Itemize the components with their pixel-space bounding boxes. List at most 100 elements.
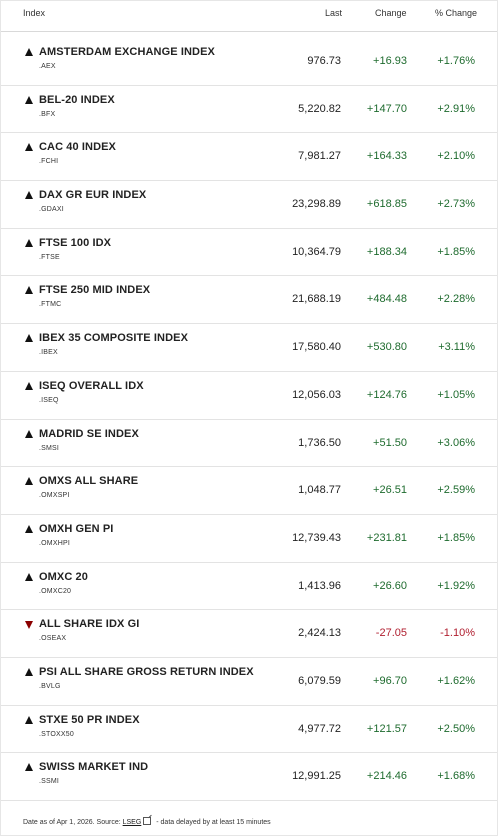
index-name[interactable]: IBEX 35 COMPOSITE INDEX bbox=[39, 332, 189, 345]
up-arrow-icon bbox=[25, 381, 33, 390]
pct-change-value: +2.59% bbox=[437, 484, 475, 497]
index-ric: .IBEX bbox=[39, 349, 58, 357]
up-arrow-icon bbox=[25, 334, 33, 343]
change-value: +121.57 bbox=[366, 722, 407, 735]
up-arrow-icon bbox=[25, 95, 33, 104]
last-value: 2,424.13 bbox=[298, 627, 341, 640]
change-value: +147.70 bbox=[366, 102, 407, 115]
pct-change-value: +2.28% bbox=[437, 293, 475, 306]
index-ric: .SSMI bbox=[39, 778, 60, 786]
index-name[interactable]: OMXH GEN PI bbox=[39, 522, 114, 535]
last-value: 23,298.89 bbox=[292, 198, 341, 211]
change-value: +124.76 bbox=[366, 388, 407, 401]
index-name[interactable]: STXE 50 PR INDEX bbox=[39, 713, 140, 726]
up-arrow-icon bbox=[25, 191, 33, 200]
change-value: +16.93 bbox=[373, 55, 407, 67]
up-arrow-icon bbox=[25, 143, 33, 152]
table-row[interactable]: SWISS MARKET IND .SSMI 12,991.25 +214.46 +1.… bbox=[1, 753, 497, 801]
table-row[interactable]: BEL-20 INDEX .BFX 5,220.82 +147.70 +2.91% bbox=[1, 86, 497, 134]
index-ric: .FCHI bbox=[39, 158, 59, 166]
index-ric: .OMXSPI bbox=[39, 492, 70, 500]
last-value: 1,048.77 bbox=[298, 484, 341, 497]
last-value: 5,220.82 bbox=[298, 102, 341, 115]
pct-change-value: +2.73% bbox=[437, 198, 475, 211]
table-row[interactable]: STXE 50 PR INDEX .STOXX50 4,977.72 +121.57 +… bbox=[1, 706, 497, 754]
pct-change-value: +1.85% bbox=[437, 245, 475, 258]
pct-change-value: +2.10% bbox=[437, 150, 475, 163]
index-ric: .GDAXI bbox=[39, 206, 64, 214]
table-row[interactable]: CAC 40 INDEX .FCHI 7,981.27 +164.33 +2.10% bbox=[1, 133, 497, 182]
up-arrow-icon bbox=[25, 572, 33, 581]
up-arrow-icon bbox=[25, 524, 33, 533]
index-name[interactable]: CAC 40 INDEX bbox=[39, 141, 116, 154]
index-name[interactable]: OMXS ALL SHARE bbox=[39, 475, 139, 488]
index-ric: .BFX bbox=[39, 110, 56, 118]
pct-change-value: +1.85% bbox=[437, 531, 475, 544]
index-name[interactable]: DAX GR EUR INDEX bbox=[39, 189, 147, 202]
table-row[interactable]: DAX GR EUR INDEX .GDAXI 23,298.89 +618.85 +2… bbox=[1, 181, 497, 229]
pct-change-value: -1.10% bbox=[440, 627, 475, 640]
index-name[interactable]: FTSE 100 IDX bbox=[39, 236, 112, 249]
last-value: 12,991.25 bbox=[292, 770, 341, 783]
table-row[interactable]: AMSTERDAM EXCHANGE INDEX .AEX 976.73 +16.93… bbox=[1, 38, 497, 86]
index-name[interactable]: MADRID SE INDEX bbox=[39, 427, 139, 440]
change-value: -27.05 bbox=[375, 627, 407, 640]
index-name[interactable]: OMXC 20 bbox=[39, 570, 88, 583]
pct-change-value: +3.11% bbox=[438, 341, 475, 354]
table-row[interactable]: FTSE 100 IDX .FTSE 10,364.79 +188.34 +1.85% bbox=[1, 229, 497, 277]
last-value: 12,739.43 bbox=[292, 531, 341, 544]
change-value: +51.50 bbox=[373, 436, 407, 449]
pct-change-value: +1.62% bbox=[437, 674, 475, 687]
table-row[interactable]: ISEQ OVERALL IDX .ISEQ 12,056.03 +124.76 +1.… bbox=[1, 372, 497, 420]
index-name[interactable]: BEL-20 INDEX bbox=[39, 93, 115, 106]
pct-change-value: +1.68% bbox=[437, 770, 475, 783]
footer-note: Date as of Apr 1, 2026. Source: LSEG - d… bbox=[23, 817, 271, 826]
table-row[interactable]: FTSE 250 MID INDEX .FTMC 21,688.19 +484.48 +… bbox=[1, 276, 497, 325]
header-index: Index bbox=[23, 8, 46, 18]
index-ric: .ISEQ bbox=[39, 396, 59, 404]
pct-change-value: +1.05% bbox=[437, 388, 475, 401]
last-value: 7,981.27 bbox=[298, 150, 341, 163]
up-arrow-icon bbox=[25, 286, 33, 295]
table-row[interactable]: MADRID SE INDEX .SMSI 1,736.50 +51.50 +3.06% bbox=[1, 420, 497, 468]
up-arrow-icon bbox=[25, 238, 33, 247]
index-ric: .OSEAX bbox=[39, 635, 67, 643]
index-name[interactable]: PSI ALL SHARE GROSS RETURN INDEX bbox=[39, 665, 254, 678]
last-value: 21,688.19 bbox=[292, 293, 341, 306]
table-row[interactable]: OMXC 20 .OMXC20 1,413.96 +26.60 +1.92% bbox=[1, 563, 497, 611]
index-name[interactable]: ISEQ OVERALL IDX bbox=[39, 379, 144, 392]
table-row[interactable]: OMXH GEN PI .OMXHPI 12,739.43 +231.81 +1.85% bbox=[1, 515, 497, 563]
change-value: +188.34 bbox=[366, 245, 407, 258]
external-link-icon[interactable] bbox=[143, 817, 152, 825]
pct-change-value: +1.92% bbox=[437, 579, 475, 592]
table-row[interactable]: IBEX 35 COMPOSITE INDEX .IBEX 17,580.40 +53… bbox=[1, 324, 497, 372]
index-name[interactable]: FTSE 250 MID INDEX bbox=[39, 284, 151, 297]
up-arrow-icon bbox=[25, 477, 33, 486]
up-arrow-icon bbox=[25, 763, 33, 772]
pct-change-value: +1.76% bbox=[437, 55, 475, 67]
change-value: +96.70 bbox=[373, 674, 407, 687]
last-value: 12,056.03 bbox=[292, 388, 341, 401]
footer-suffix: - data delayed by at least 15 minutes bbox=[154, 819, 271, 826]
index-ric: .FTSE bbox=[39, 253, 60, 261]
table-body: AMSTERDAM EXCHANGE INDEX .AEX 976.73 +16.93… bbox=[1, 38, 497, 801]
pct-change-value: +2.91% bbox=[437, 102, 475, 115]
last-value: 1,413.96 bbox=[298, 579, 341, 592]
source-link[interactable]: LSEG bbox=[122, 819, 142, 826]
up-arrow-icon bbox=[25, 429, 33, 438]
pct-change-value: +2.50% bbox=[437, 722, 475, 735]
index-ric: .STOXX50 bbox=[39, 730, 74, 738]
index-name[interactable]: SWISS MARKET IND bbox=[39, 761, 149, 774]
last-value: 4,977.72 bbox=[298, 722, 341, 735]
table-row[interactable]: PSI ALL SHARE GROSS RETURN INDEX .BVLG 6,0… bbox=[1, 658, 497, 706]
pct-change-value: +3.06% bbox=[437, 436, 475, 449]
header-last: Last bbox=[325, 8, 343, 18]
table-row[interactable]: OMXS ALL SHARE .OMXSPI 1,048.77 +26.51 +2.59… bbox=[1, 467, 497, 515]
index-name[interactable]: ALL SHARE IDX GI bbox=[39, 618, 140, 631]
table-header: Index Last Change % Change bbox=[1, 1, 497, 32]
table-row[interactable]: ALL SHARE IDX GI .OSEAX 2,424.13 -27.05 -1.1… bbox=[1, 610, 497, 658]
index-ric: .BVLG bbox=[39, 682, 61, 690]
last-value: 10,364.79 bbox=[292, 245, 341, 258]
index-name[interactable]: AMSTERDAM EXCHANGE INDEX bbox=[39, 46, 215, 58]
